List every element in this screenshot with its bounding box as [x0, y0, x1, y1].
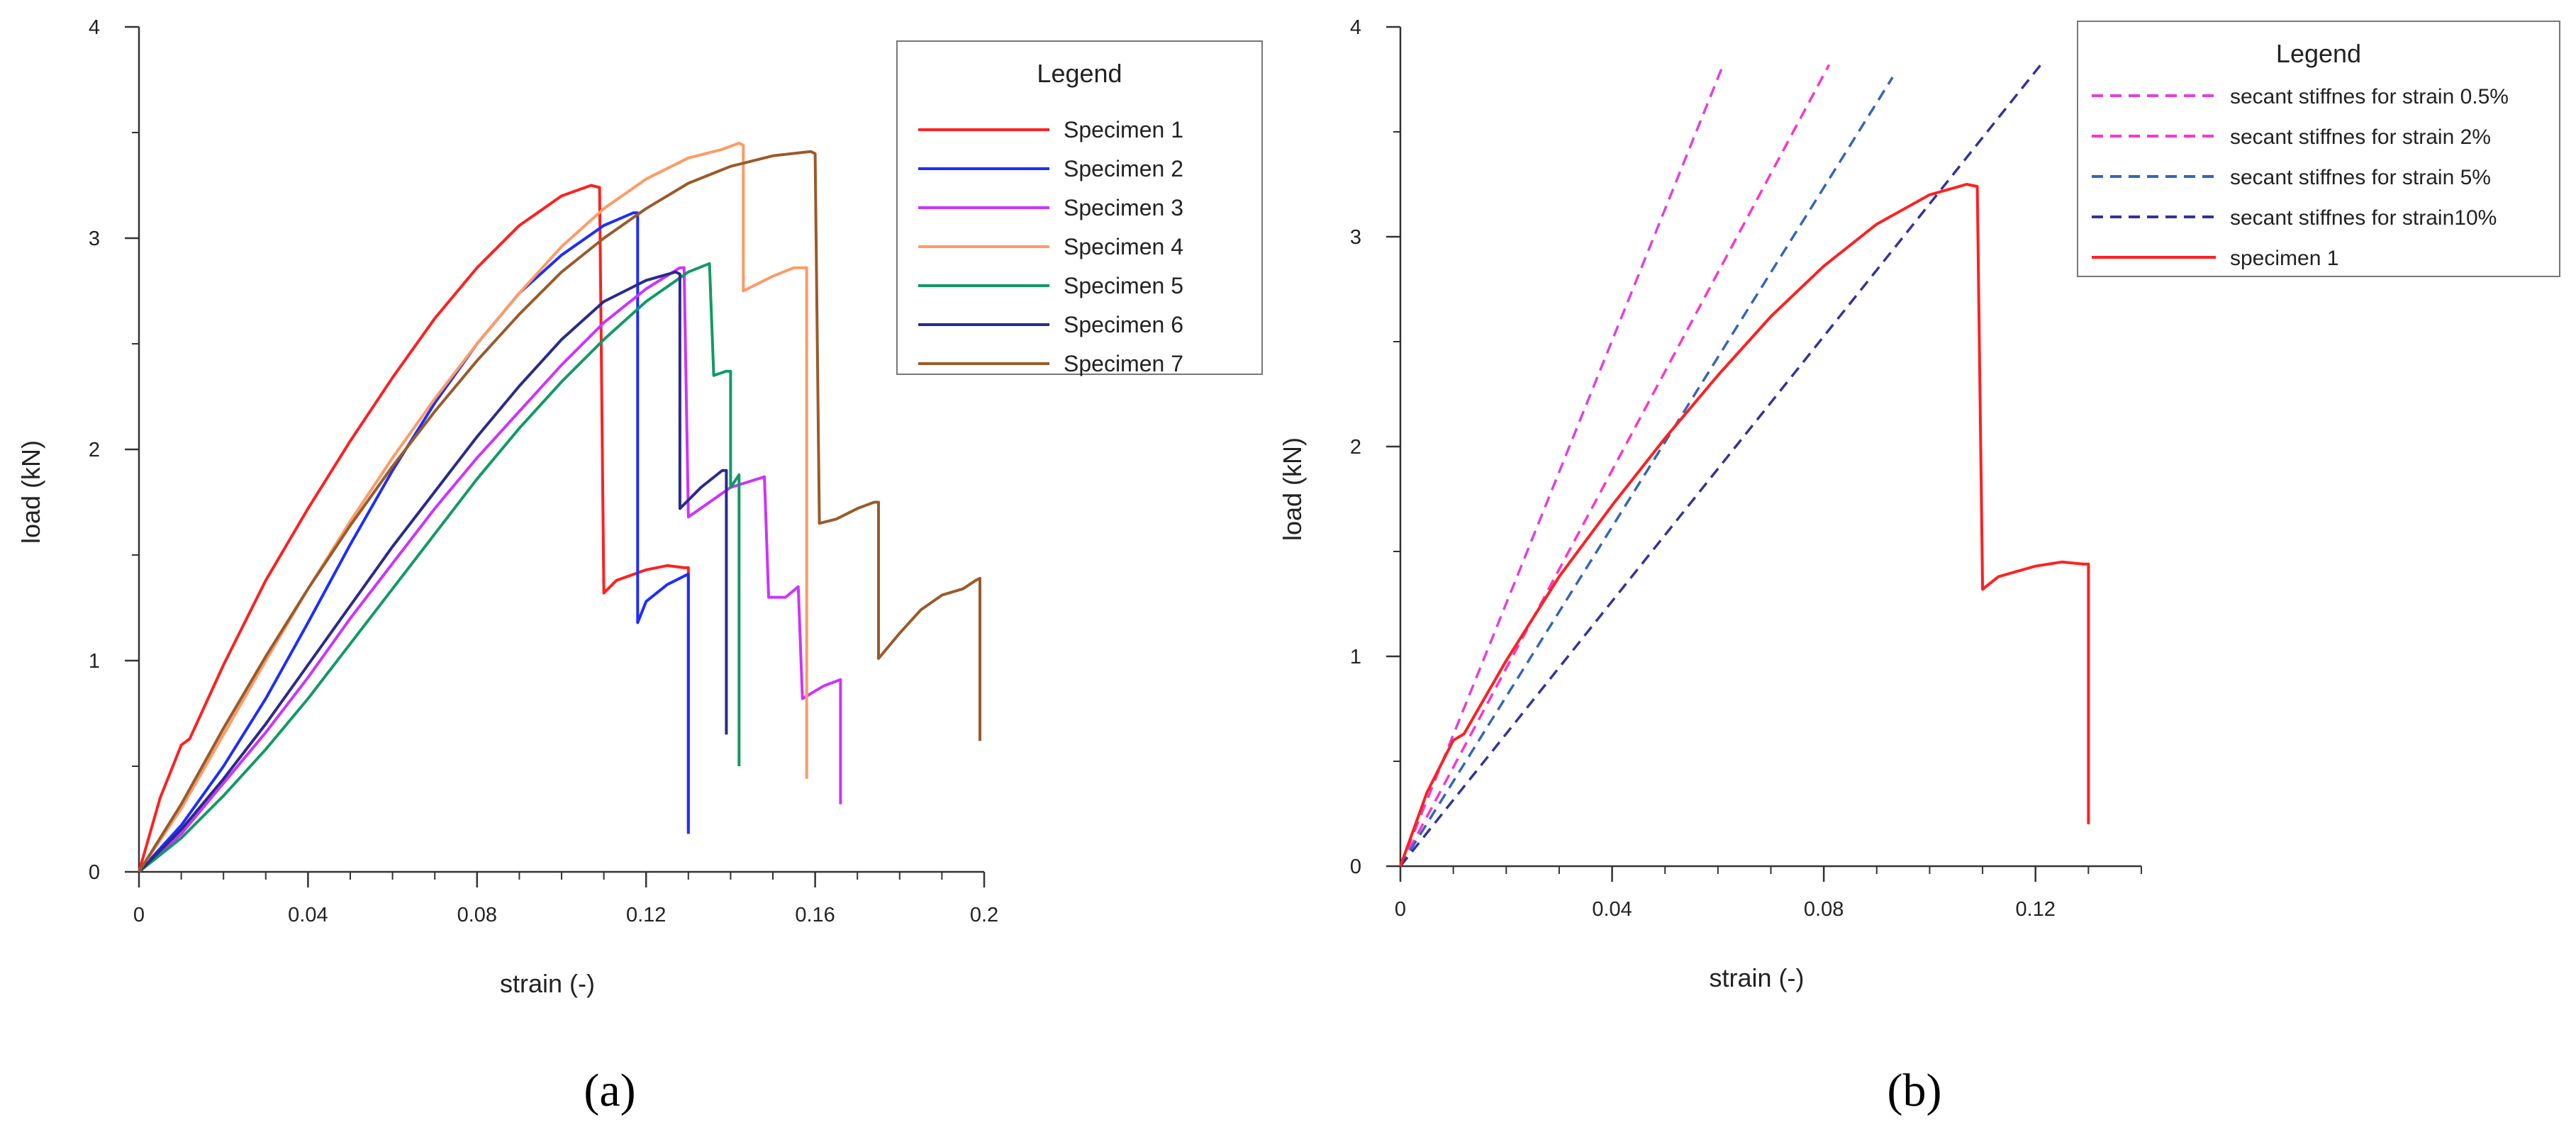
x-tick-label: 0.08	[457, 904, 497, 926]
x-tick-label: 0.08	[1804, 898, 1844, 921]
x-axis-label: strain (-)	[1710, 963, 1805, 992]
x-tick-label: 0	[133, 904, 145, 926]
x-tick-label: 0.04	[1592, 898, 1632, 921]
x-tick-label: 0.2	[970, 904, 998, 926]
panel-label: (a)	[584, 1065, 635, 1116]
series-line	[138, 211, 690, 873]
series-line	[1399, 64, 1831, 867]
y-tick-label: 0	[89, 861, 100, 884]
legend-entry: Specimen 6	[1064, 312, 1183, 337]
y-tick-label: 3	[1350, 226, 1361, 249]
chart-panel-b: 0 0.04 0.08 0.12 0 1 2 3 4 strain (-) load (kN) Leg…	[1278, 16, 2560, 1116]
legend-entry: secant stiffnes for strain 2%	[2230, 125, 2491, 149]
series-line	[138, 266, 842, 873]
x-tick-label: 0.12	[2015, 898, 2055, 921]
series-line	[1399, 77, 1894, 867]
y-tick-label: 3	[89, 228, 100, 250]
legend-entry: secant stiffnes for strain 0.5%	[2230, 85, 2509, 108]
y-tick-label: 1	[89, 650, 100, 673]
x-tick-label: 0.16	[795, 904, 835, 926]
legend-title: Legend	[2276, 39, 2361, 68]
x-axis-label: strain (-)	[500, 969, 595, 998]
legend-entry: Specimen 7	[1064, 351, 1183, 376]
legend-title: Legend	[1037, 59, 1122, 88]
series-line	[138, 270, 728, 873]
y-tick-label: 4	[1350, 16, 1361, 39]
x-tick-label: 0.12	[626, 904, 666, 926]
legend-box	[2077, 21, 2560, 277]
legend-entry: Specimen 3	[1064, 195, 1183, 220]
legend-entry: Specimen 2	[1064, 156, 1183, 181]
x-tick-label: 0.04	[288, 904, 328, 926]
y-tick-label: 2	[1350, 436, 1361, 459]
legend-entry: secant stiffnes for strain10%	[2230, 206, 2497, 230]
y-axis-label: load (kN)	[16, 440, 45, 544]
series-line	[138, 262, 741, 873]
series-line	[1399, 183, 2090, 867]
panel-label: (b)	[1888, 1065, 1942, 1116]
legend-entry: Specimen 1	[1064, 117, 1183, 142]
y-tick-label: 4	[89, 16, 100, 39]
series-line	[138, 184, 690, 873]
series-line	[1399, 64, 2042, 868]
series-line	[138, 150, 981, 873]
chart-panel-a: 0 0.04 0.08 0.12 0.16 0.2 0 1 2 3 4 strain (-) load …	[16, 16, 1263, 1116]
y-axis-label: load (kN)	[1278, 437, 1307, 541]
legend-entry: secant stiffnes for strain 5%	[2230, 166, 2491, 189]
y-tick-label: 1	[1350, 646, 1361, 668]
y-tick-label: 0	[1350, 856, 1361, 878]
x-tick-label: 0	[1395, 898, 1406, 921]
legend-entry: specimen 1	[2230, 247, 2338, 270]
y-tick-label: 2	[89, 439, 100, 461]
legend-entry: Specimen 5	[1064, 273, 1183, 298]
legend-entry: Specimen 4	[1064, 234, 1183, 259]
series-line	[1399, 64, 1724, 867]
